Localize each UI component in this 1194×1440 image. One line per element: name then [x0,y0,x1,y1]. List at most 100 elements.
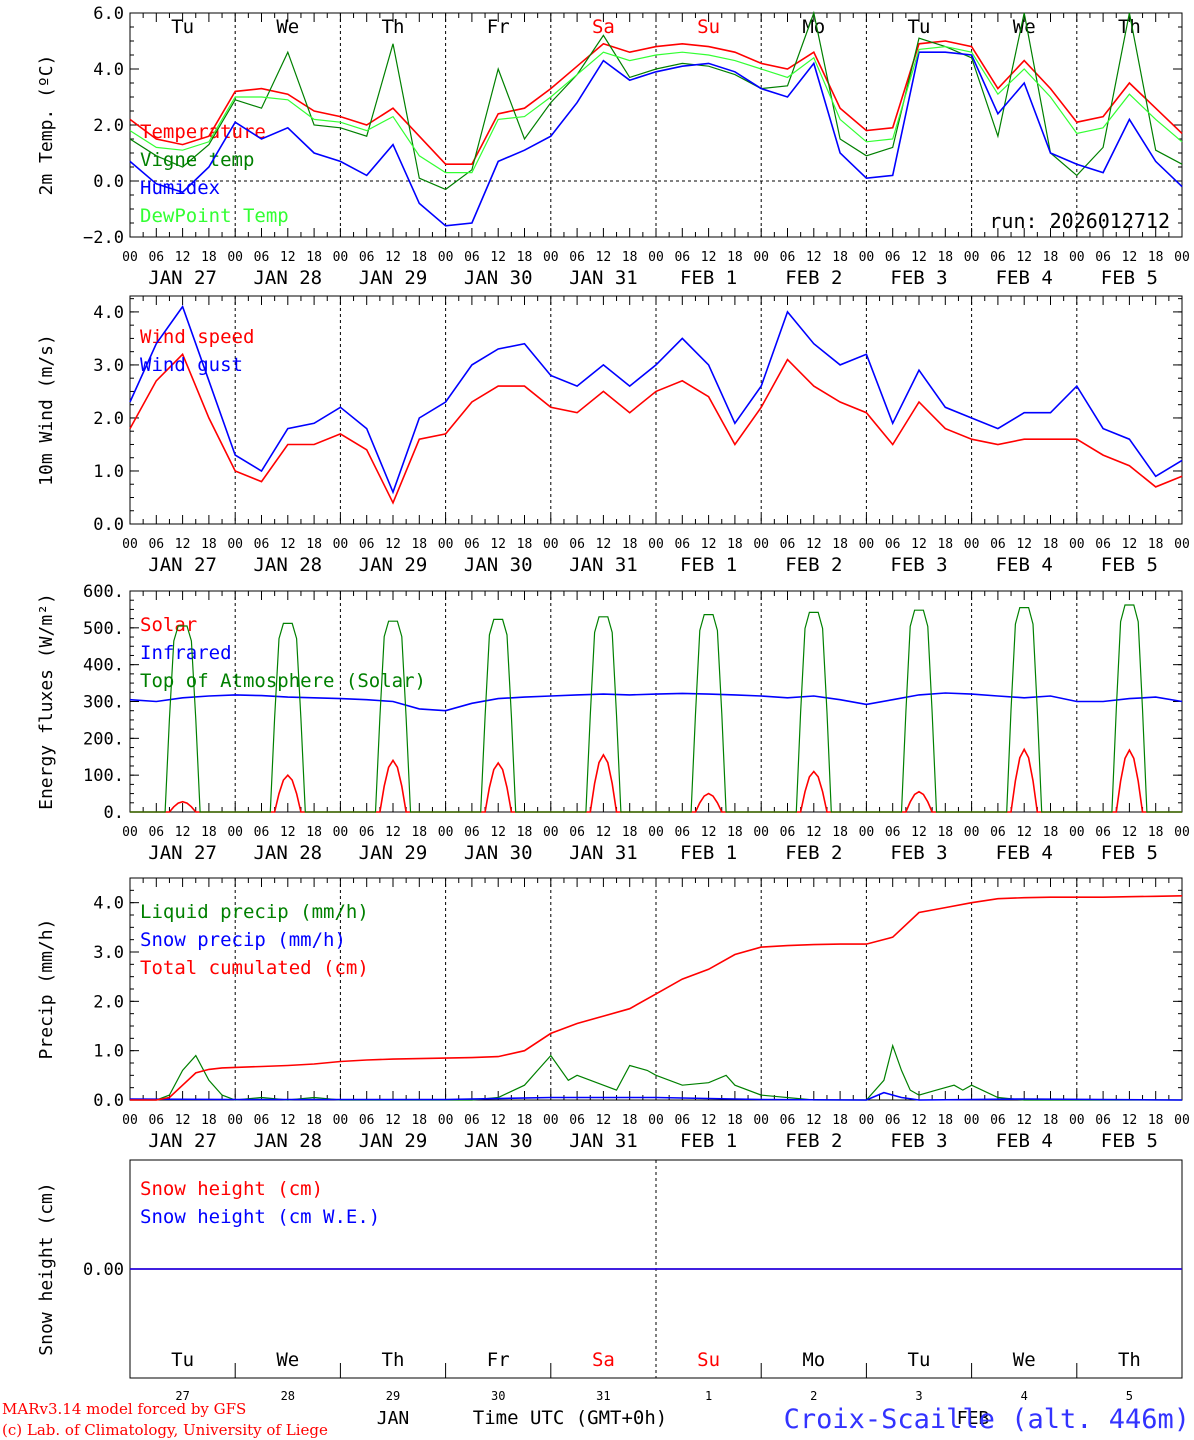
wind-hour-label: 12 [490,537,506,552]
flux-ytick-label: 600. [83,582,124,602]
wind-hour-label: 00 [1069,537,1085,552]
temp-ylabel: 2m Temp. (ºC) [36,55,57,196]
day-name: Fr [487,1349,510,1371]
day-name: Th [382,1349,405,1371]
panel-wind: 0.0 1.0 2.0 3.0 4.0 10m Wind (m/s) 00 06 12 18 00 0… [36,295,1190,576]
day-number: 3 [915,1389,922,1403]
day-number: 1 [705,1389,712,1403]
panel-flux: 0. 100. 200. 300. 400. 500. 600. Energy fluxes … [36,582,1190,864]
wind-hour-label: 12 [911,537,927,552]
wind-date-label: JAN 28 [253,554,322,576]
flux-hour-label: 12 [806,825,822,840]
temp-hour-label: 06 [1095,250,1111,265]
snow-ytick-label: 0.00 [83,1260,124,1280]
precip-ytick-label: 2.0 [93,992,124,1012]
wind-hour-label: 06 [990,537,1006,552]
precip-hour-label: 12 [175,1113,191,1128]
precip-hour-label: 00 [438,1113,454,1128]
temp-hour-label: 00 [122,250,138,265]
flux-date-label: JAN 31 [569,842,638,864]
temp-hour-label: 00 [543,250,559,265]
temp-hour-label: 18 [306,250,322,265]
day-number: 2 [810,1389,817,1403]
temp-hour-label: 18 [1148,250,1164,265]
temp-hour-label: 18 [937,250,953,265]
wind-date-label: JAN 29 [359,554,428,576]
flux-hour-label: 12 [175,825,191,840]
wind-hour-label: 06 [359,537,375,552]
wind-hour-label: 12 [1016,537,1032,552]
time-axis-label: Time UTC (GMT+0h) [473,1407,667,1429]
wind-date-label: JAN 30 [464,554,533,576]
flux-date-label: FEB 3 [890,842,947,864]
wind-hour-label: 00 [438,537,454,552]
temp-ytick-label: 6.0 [93,4,124,24]
flux-legend-1: Infrared [140,642,232,664]
panel-snow: 0.00 Snow height (cm) Tu We Th Fr Sa Su Mo Tu We Th… [36,1159,1183,1403]
wind-hour-label: 18 [306,537,322,552]
precip-hour-label: 00 [1069,1113,1085,1128]
precip-legend-1: Snow precip (mm/h) [140,929,346,951]
precip-hour-label: 18 [201,1113,217,1128]
temp-hour-label: 00 [859,250,875,265]
flux-hour-label: 06 [780,825,796,840]
wind-hour-label: 18 [937,537,953,552]
precip-hour-label: 00 [1174,1113,1190,1128]
wind-date-label: FEB 4 [996,554,1053,576]
wind-hour-label: 00 [859,537,875,552]
precip-hour-label: 18 [937,1113,953,1128]
precip-hour-label: 18 [727,1113,743,1128]
flux-hour-label: 06 [1095,825,1111,840]
temp-hour-label: 12 [911,250,927,265]
day-name: Su [697,1349,720,1371]
day-number: 29 [386,1389,400,1403]
flux-date-label: FEB 2 [785,842,842,864]
flux-hour-label: 18 [937,825,953,840]
day-name: We [1013,1349,1036,1371]
flux-hour-label: 12 [596,825,612,840]
day-number: 31 [596,1389,610,1403]
day-name: We [276,1349,299,1371]
wind-hour-label: 00 [648,537,664,552]
panel-precip: 0.0 1.0 2.0 3.0 4.0 Precip (mm/h) 00 06 12 18 00 06… [36,877,1190,1152]
month-jan: JAN [377,1408,410,1429]
precip-hour-label: 00 [964,1113,980,1128]
flux-hour-label: 06 [674,825,690,840]
wind-ylabel: 10m Wind (m/s) [36,334,57,486]
flux-ytick-label: 500. [83,619,124,639]
wind-hour-label: 18 [622,537,638,552]
temp-hour-label: 12 [280,250,296,265]
precip-hour-label: 18 [1148,1113,1164,1128]
precip-hour-label: 06 [1095,1113,1111,1128]
flux-hour-label: 00 [333,825,349,840]
flux-hour-label: 18 [622,825,638,840]
temp-legend-1: Vigne temp [140,149,254,171]
precip-legend-2: Total cumulated (cm) [140,957,369,979]
flux-hour-label: 06 [148,825,164,840]
month-feb: FEB [957,1408,990,1429]
flux-hour-label: 06 [464,825,480,840]
temp-hour-label: 00 [1069,250,1085,265]
precip-hour-label: 12 [596,1113,612,1128]
flux-ytick-label: 400. [83,656,124,676]
temp-hour-label: 00 [648,250,664,265]
wind-hour-label: 00 [227,537,243,552]
flux-hour-label: 12 [701,825,717,840]
snow-ylabel: Snow height (cm) [36,1182,57,1355]
flux-hour-label: 00 [1174,825,1190,840]
wind-hour-label: 12 [385,537,401,552]
snow-legend-1: Snow height (cm W.E.) [140,1206,380,1228]
precip-date-label: JAN 31 [569,1130,638,1152]
flux-hour-label: 00 [227,825,243,840]
wind-hour-label: 18 [727,537,743,552]
wind-hour-label: 00 [543,537,559,552]
wind-date-label: JAN 31 [569,554,638,576]
temp-date-label: FEB 2 [785,267,842,289]
flux-hour-label: 00 [1069,825,1085,840]
flux-hour-label: 18 [411,825,427,840]
wind-ytick-label: 1.0 [93,462,124,482]
flux-hour-label: 00 [648,825,664,840]
precip-hour-label: 18 [411,1113,427,1128]
precip-hour-label: 06 [359,1113,375,1128]
